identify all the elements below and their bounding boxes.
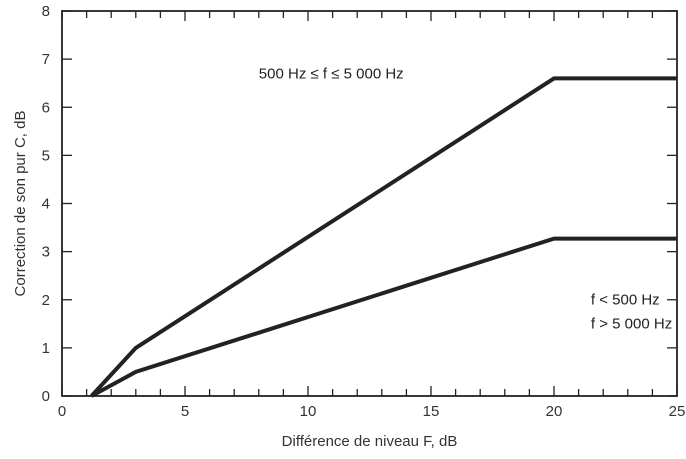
x-tick-label: 25 (669, 403, 686, 420)
x-tick-label: 10 (300, 403, 317, 420)
y-tick-label: 3 (42, 244, 50, 261)
series-line (90, 236, 677, 398)
y-tick-label: 6 (42, 99, 50, 116)
x-tick-label: 20 (546, 403, 563, 420)
y-tick-label: 4 (42, 196, 50, 213)
annotation-label: f < 500 Hz (591, 292, 660, 309)
y-tick-label: 5 (42, 147, 50, 164)
annotation-label: f > 5 000 Hz (591, 316, 672, 333)
y-tick-label: 7 (42, 51, 50, 68)
y-tick-label: 0 (42, 388, 50, 405)
series-line (90, 76, 677, 398)
x-tick-label: 15 (423, 403, 440, 420)
y-tick-label: 1 (42, 340, 50, 357)
y-tick-label: 2 (42, 292, 50, 309)
y-tick-label: 8 (42, 3, 50, 20)
y-axis-label: Correction de son pur C, dB (12, 111, 29, 297)
x-tick-label: 5 (181, 403, 189, 420)
x-axis-label: Différence de niveau F, dB (282, 433, 458, 450)
annotation-label: 500 Hz ≤ f ≤ 5 000 Hz (259, 65, 404, 82)
x-tick-label: 0 (58, 403, 66, 420)
